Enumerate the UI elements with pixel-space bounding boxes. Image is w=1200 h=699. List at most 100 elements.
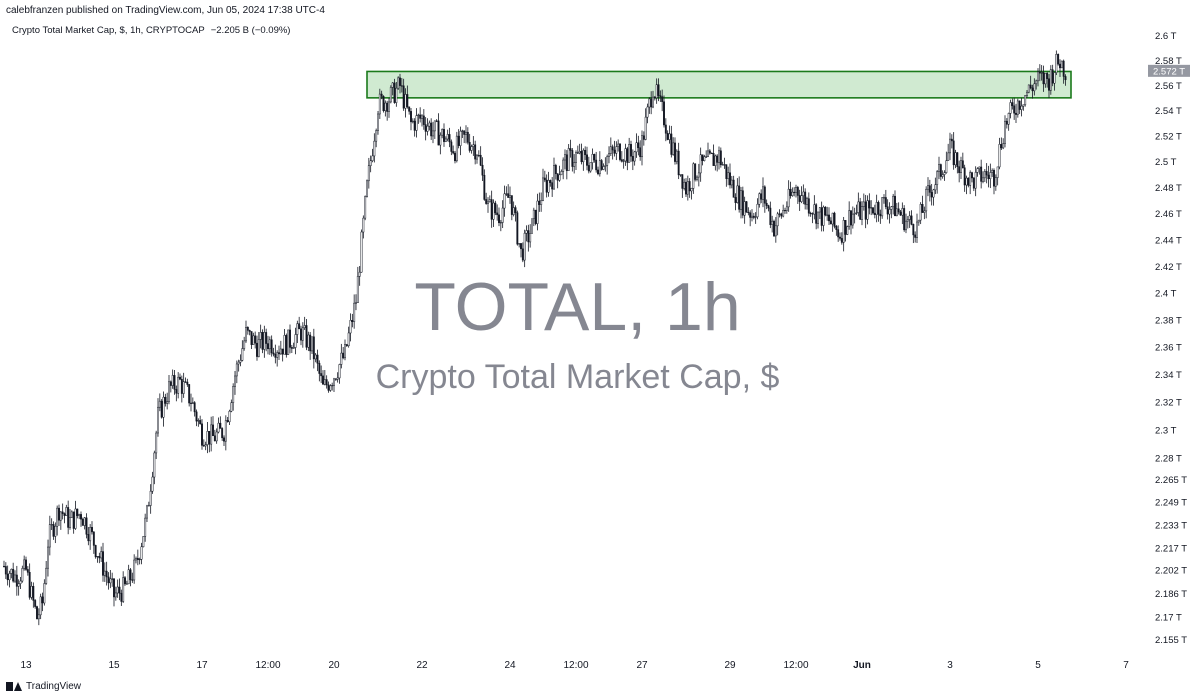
candle <box>120 589 123 606</box>
candle <box>837 225 840 242</box>
candle <box>884 189 887 210</box>
candle <box>971 171 973 183</box>
tradingview-logo-icon <box>6 682 22 691</box>
candle <box>641 130 643 166</box>
candle <box>435 119 438 123</box>
candle <box>476 153 478 164</box>
candle <box>688 178 691 198</box>
candle <box>377 110 379 135</box>
candle <box>477 150 480 158</box>
candle <box>639 140 642 161</box>
candle <box>1031 84 1034 99</box>
candle <box>611 144 614 160</box>
candle <box>994 174 997 191</box>
candle <box>318 360 321 382</box>
candle <box>1013 97 1016 120</box>
candle <box>465 125 467 144</box>
candle <box>1026 90 1028 98</box>
candle <box>598 151 601 177</box>
candle <box>448 127 451 148</box>
candle <box>193 401 196 417</box>
candle <box>760 189 763 204</box>
candle <box>129 567 132 587</box>
candle <box>950 134 953 149</box>
candle <box>169 380 172 393</box>
candle <box>958 160 961 183</box>
candle <box>657 78 660 102</box>
candle <box>1040 65 1043 81</box>
candle <box>930 183 933 206</box>
candle <box>747 207 750 216</box>
candle <box>729 163 731 189</box>
candle <box>947 143 950 161</box>
candle <box>30 581 33 600</box>
candle <box>822 205 825 232</box>
candle <box>228 409 231 426</box>
candle <box>404 88 407 118</box>
candle <box>829 217 832 225</box>
candle <box>474 140 477 165</box>
candle <box>734 193 737 211</box>
candle <box>793 187 796 197</box>
candle <box>421 114 423 127</box>
candle <box>606 154 609 175</box>
candle <box>604 157 607 172</box>
candle <box>866 195 869 225</box>
candle <box>87 527 90 546</box>
candle <box>648 97 651 114</box>
candle <box>452 145 455 155</box>
candle <box>531 218 533 234</box>
y-tick-label: 2.54 T <box>1155 106 1182 117</box>
candle <box>881 197 884 219</box>
candle <box>254 331 257 349</box>
candle <box>124 575 126 586</box>
candle <box>910 210 913 226</box>
candle <box>307 331 310 352</box>
candle <box>322 370 324 385</box>
candle <box>622 158 625 169</box>
candle <box>406 85 409 109</box>
candle <box>470 144 473 154</box>
candle <box>855 204 858 215</box>
candle <box>78 513 81 520</box>
y-tick-label: 2.52 T <box>1155 132 1182 143</box>
candle <box>223 435 225 447</box>
candle <box>873 204 876 219</box>
candle <box>529 224 532 248</box>
candle <box>34 599 37 609</box>
x-tick-label: 3 <box>947 660 953 671</box>
candle <box>521 242 524 263</box>
candle <box>694 163 697 182</box>
candle <box>334 378 337 381</box>
candle <box>184 377 187 383</box>
candle <box>158 393 161 412</box>
candle <box>1005 118 1008 129</box>
candle <box>743 196 746 224</box>
candle <box>135 556 137 564</box>
candle <box>144 513 147 542</box>
candle <box>778 209 781 218</box>
candle <box>224 415 227 451</box>
candle <box>1053 72 1056 91</box>
candle <box>573 154 576 174</box>
candle <box>961 152 964 169</box>
y-tick-label: 2.44 T <box>1155 235 1182 246</box>
candle <box>353 294 356 329</box>
candle <box>716 154 719 172</box>
candle <box>1035 79 1038 90</box>
candle <box>263 325 266 358</box>
candle <box>978 166 981 175</box>
candle <box>358 266 361 286</box>
y-tick-label: 2.42 T <box>1155 262 1182 273</box>
candle <box>94 544 97 559</box>
candle <box>355 294 357 311</box>
candle <box>817 211 819 229</box>
resistance-zone[interactable] <box>366 70 1072 99</box>
candle <box>461 129 464 139</box>
candle <box>320 365 323 384</box>
candle <box>100 546 103 563</box>
candle <box>824 206 827 217</box>
candle <box>450 139 453 156</box>
candle <box>670 125 673 158</box>
